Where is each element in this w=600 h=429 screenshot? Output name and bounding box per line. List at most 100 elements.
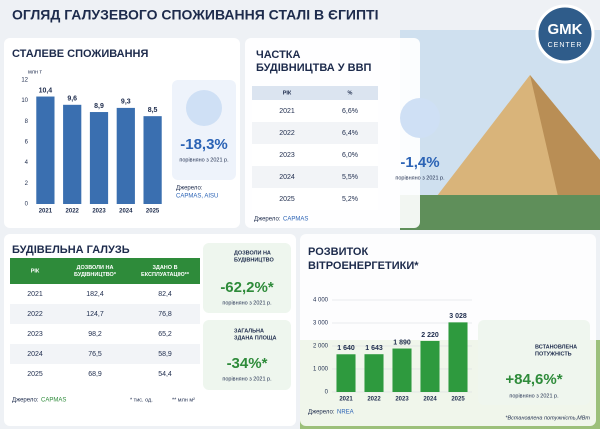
table-cell: 2023 [27,331,43,338]
value-label: 3 028 [449,313,467,320]
source: CAPMAS, AISU [176,194,218,200]
value-label: 1 640 [337,345,355,352]
y-tick-label: 3 000 [313,321,329,327]
column-header: РІК [31,268,40,274]
logo-sub: CENTER [548,42,583,49]
panel-title: ЧАСТКА [256,49,301,61]
y-tick-label: 2 000 [313,344,329,350]
table-cell: 58,9 [158,351,172,358]
y-tick-label: 4 [25,160,29,166]
y-tick-label: 12 [21,78,28,84]
value-label: 10,4 [39,87,53,94]
table-row [252,166,378,188]
footnote: *Встановлена потужність,МВт [505,415,590,421]
table-row [252,144,378,166]
table-cell: 82,4 [158,291,172,298]
table-cell: 5,2% [342,196,358,203]
panel-title: БУДІВНИЦТВА У ВВП [256,62,372,74]
table-cell: 6,4% [342,130,358,137]
stat-box [203,320,291,390]
stat-note: порівняно з 2021 р. [395,175,445,181]
stat-note: порівняно з 2021 р. [222,376,272,382]
table-row [10,344,200,364]
value-label: 8,9 [94,103,104,110]
table-cell: 98,2 [88,331,102,338]
panel-title: РОЗВИТОК [308,246,368,258]
stat-label: ПОТУЖНІСТЬ [535,351,572,357]
column-header: ЗДАНО В [152,265,177,271]
value-label: 2 220 [421,332,439,339]
table-cell: 2025 [27,371,43,378]
stat-note: порівняно з 2021 р. [179,157,229,163]
source: CAPMAS [283,217,308,223]
table-cell: 2022 [279,130,295,137]
bar [420,340,440,392]
bar [143,116,162,204]
table-cell: 6,6% [342,108,358,115]
stat-note: порівняно з 2021 р. [509,393,559,399]
stat-value: -34%* [227,355,268,372]
table-row [252,100,378,122]
stat-label: ЗДАНА ПЛОЩА [234,335,277,341]
source-label: Джерело: [12,398,39,404]
table-cell: 76,8 [158,311,172,318]
footnote: * тис. од. [130,397,153,403]
bar [36,96,55,204]
column-header: РІК [283,90,292,96]
bar [448,322,468,392]
x-tick-label: 2025 [451,397,465,403]
column-header: ДОЗВОЛИ НА [77,265,114,271]
y-tick-label: 0 [25,202,29,208]
y-tick-label: 1 000 [313,367,329,373]
table-header [252,86,378,100]
stat-label: ЗАГАЛЬНА [234,328,264,334]
stat-value: -62,2%* [220,279,274,296]
table-header [10,258,200,284]
table-cell: 2021 [279,108,295,115]
stat-label: ДОЗВОЛИ НА [234,250,271,256]
table-cell: 2021 [27,291,43,298]
trees [400,195,600,230]
value-label: 1 890 [393,339,411,346]
page-title: ОГЛЯД ГАЛУЗЕВОГО СПОЖИВАННЯ СТАЛІ В ЄГИП… [12,7,378,23]
x-tick-label: 2021 [339,397,353,403]
table-cell: 124,7 [86,311,104,318]
source-label: Джерело: [308,410,335,416]
x-tick-label: 2022 [66,209,80,215]
table-cell: 76,5 [88,351,102,358]
stat-note: порівняно з 2021 р. [222,300,272,306]
table-cell: 5,5% [342,174,358,181]
x-tick-label: 2023 [92,209,106,215]
table-cell: 2024 [27,351,43,358]
source-label: Джерело: [176,186,203,192]
table-row [252,188,378,210]
y-tick-label: 0 [325,390,329,396]
table-cell: 65,2 [158,331,172,338]
stat-value: -1,4% [400,154,439,171]
value-label: 1 643 [365,345,383,352]
y-tick-label: 2 [25,181,29,187]
value-label: 9,3 [121,99,131,106]
column-header: ЕКСПЛУАТАЦІЮ** [141,272,190,278]
table-cell: 2024 [279,174,295,181]
stat-value: +84,6%* [505,371,562,388]
x-tick-label: 2024 [119,209,133,215]
bar [89,112,109,204]
x-tick-label: 2023 [395,397,409,403]
table-cell: 182,4 [86,291,104,298]
icon [186,90,222,126]
source-label: Джерело: [254,217,281,223]
table-cell: 54,4 [158,371,172,378]
unit-label: млн т [28,69,43,75]
x-tick-label: 2022 [367,397,381,403]
stat-label: ВСТАНОВЛЕНА [535,344,577,350]
logo-text: GMK [548,21,583,38]
source: NREA [337,410,354,416]
table-row [252,122,378,144]
table-cell: 2025 [279,196,295,203]
panel-title: СТАЛЕВЕ СПОЖИВАННЯ [12,48,149,60]
y-tick-label: 6 [25,140,29,146]
table-cell: 68,9 [88,371,102,378]
panel-title: БУДІВЕЛЬНА ГАЛУЗЬ [12,244,130,256]
